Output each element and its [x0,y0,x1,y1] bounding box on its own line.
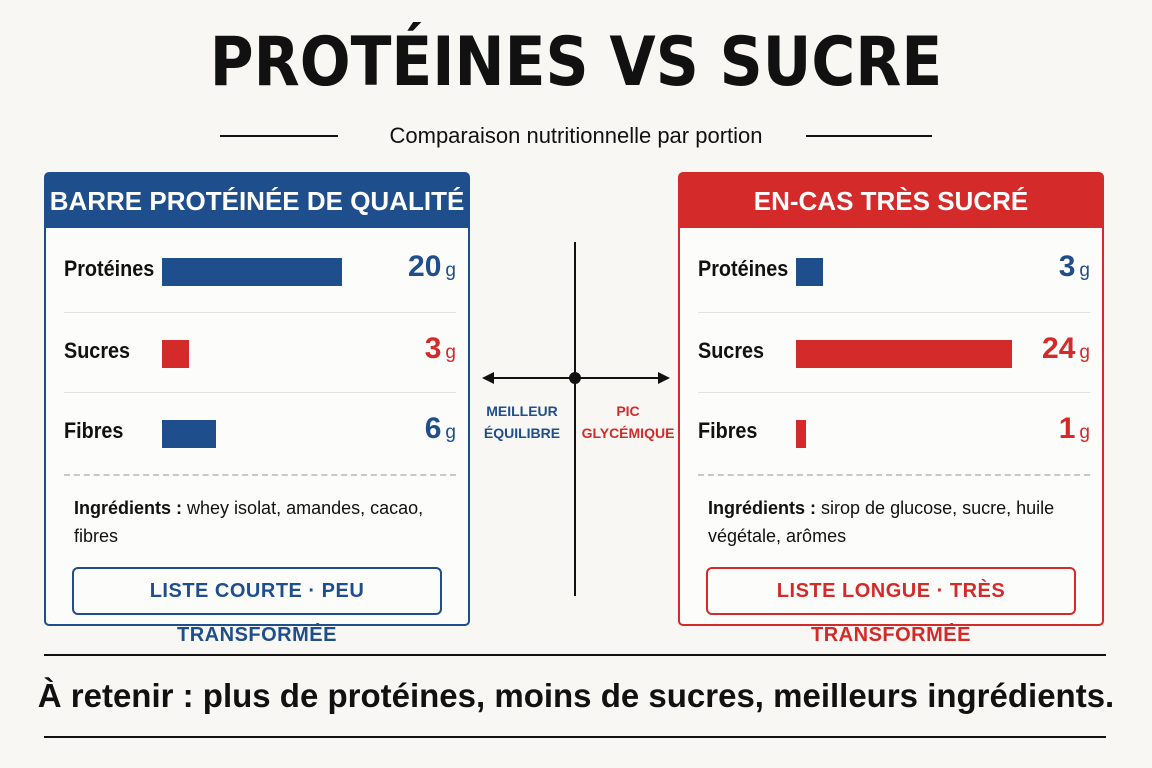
nutrient-bar [796,420,806,448]
subtitle-rule-left [220,135,338,137]
nutrient-label: Sucres [698,338,765,363]
nutrient-value-number: 20 [408,250,442,283]
subtitle-row: Comparaison nutritionnelle par portion [0,118,1152,154]
nutrient-value-number: 3 [1058,250,1076,283]
better-balance-label-line1: MEILLEUR [486,403,558,419]
right-arrowhead [658,372,670,384]
dashed-divider [698,474,1090,476]
nutrient-value: 20 g [408,250,456,284]
protein-bar-card: BARRE PROTÉINÉE DE QUALITÉ Protéines 20 g… [44,172,470,646]
nutrient-unit: g [1079,260,1090,281]
nutrient-value-number: 24 [1042,332,1076,365]
nutrient-unit: g [445,422,456,443]
nutrient-label: Protéines [64,256,155,281]
nutrient-value-number: 1 [1058,412,1076,445]
ingredients-label: Ingrédients : [708,498,817,518]
nutrient-unit: g [1079,342,1090,363]
ingredients-text: Ingrédients : sirop de glucose, sucre, h… [708,494,1078,550]
nutrient-label: Sucres [64,338,131,363]
ingredients-list: whey isolat, amandes, cacao, fibres [74,498,424,546]
nutrient-row-sugar: Sucres 24 g [698,326,1090,378]
comparison-axis [482,242,670,596]
row-divider [64,312,456,313]
nutrient-bar [162,258,342,286]
better-balance-label-line2: ÉQUILIBRE [483,425,561,441]
nutrient-unit: g [445,342,456,363]
nutrient-value-number: 3 [424,332,442,365]
left-arrowhead [482,372,494,384]
takeaway-rule-bottom [44,736,1106,738]
row-divider [698,312,1090,313]
better-balance-label: MEILLEUR ÉQUILIBRE [478,400,566,444]
row-divider [64,392,456,393]
nutrient-row-protein: Protéines 20 g [64,244,456,296]
glycemic-spike-label-line1: PIC [616,403,640,419]
nutrient-bar [796,340,1012,368]
ingredients-label: Ingrédients : [74,498,183,518]
nutrient-unit: g [445,260,456,281]
nutrient-value: 24 g [1042,332,1090,366]
subtitle-rule-right [806,135,932,137]
subtitle: Comparaison nutritionnelle par portion [389,123,763,148]
nutrient-label: Protéines [698,256,789,281]
page-title: PROTÉINES VS SUCRE [209,23,943,102]
sugary-snack-card-header: EN-CAS TRÈS SUCRÉ [680,174,1102,228]
dashed-divider [64,474,456,476]
center-dot [569,372,581,384]
ingredients-list: sirop de glucose, sucre, huile végétale,… [708,498,1055,546]
glycemic-spike-label-line2: GLYCÉMIQUE [581,425,675,441]
nutrient-bar [162,420,216,448]
long-list-badge: LISTE LONGUE · TRÈS TRANSFORMÉE [706,567,1076,646]
glycemic-spike-label: PIC GLYCÉMIQUE [580,400,676,444]
takeaway-rule-top [44,654,1106,656]
nutrient-bar [796,258,823,286]
protein-bar-card-header: BARRE PROTÉINÉE DE QUALITÉ [46,174,468,228]
nutrient-label: Fibres [64,418,124,443]
short-list-badge: LISTE COURTE · PEU TRANSFORMÉE [72,567,442,646]
row-divider [698,392,1090,393]
nutrient-value-number: 6 [424,412,442,445]
nutrient-bar [162,340,189,368]
takeaway-text: À retenir : plus de protéines, moins de … [37,677,1115,714]
nutrient-unit: g [1079,422,1090,443]
nutrient-label: Fibres [698,418,758,443]
ingredients-text: Ingrédients : whey isolat, amandes, caca… [74,494,444,550]
